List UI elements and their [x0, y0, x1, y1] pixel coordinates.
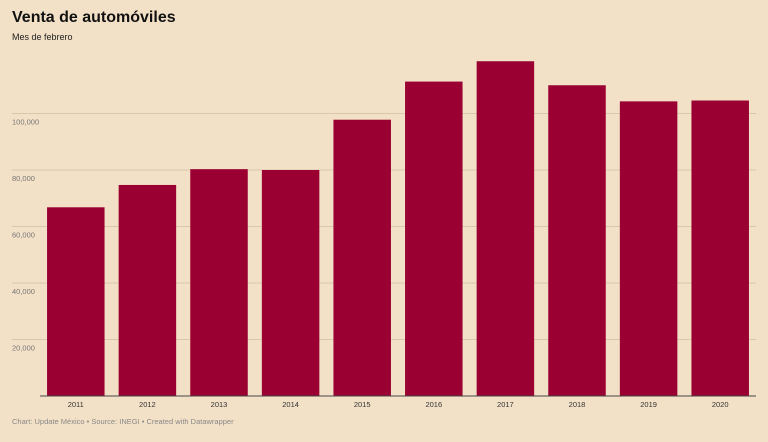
- x-tick-label: 2019: [640, 400, 657, 409]
- y-tick-label: 100,000: [12, 118, 39, 127]
- chart-footer-credit: Chart: Update México • Source: INEGI • C…: [12, 417, 234, 426]
- x-tick-label: 2012: [139, 400, 156, 409]
- bar: [691, 100, 749, 396]
- chart-title: Venta de automóviles: [12, 9, 176, 26]
- x-tick-label: 2015: [354, 400, 371, 409]
- bar: [333, 119, 391, 396]
- bar: [47, 207, 105, 396]
- x-tick-label: 2018: [569, 400, 586, 409]
- x-tick-label: 2014: [282, 400, 299, 409]
- x-tick-label: 2013: [211, 400, 228, 409]
- bar: [476, 61, 535, 397]
- bar: [190, 169, 248, 396]
- bar: [548, 85, 606, 396]
- y-tick-label: 40,000: [12, 287, 35, 296]
- bar: [405, 81, 463, 396]
- bar: [118, 184, 177, 396]
- x-tick-label: 2020: [712, 400, 729, 409]
- x-tick-label: 2011: [68, 400, 84, 409]
- y-tick-label: 60,000: [12, 231, 35, 240]
- y-tick-label: 20,000: [12, 344, 35, 353]
- bar: [261, 170, 320, 396]
- y-tick-label: 80,000: [12, 174, 35, 183]
- bar: [619, 101, 678, 396]
- x-tick-label: 2017: [497, 400, 514, 409]
- chart-subtitle: Mes de febrero: [12, 32, 73, 42]
- x-tick-label: 2016: [425, 400, 442, 409]
